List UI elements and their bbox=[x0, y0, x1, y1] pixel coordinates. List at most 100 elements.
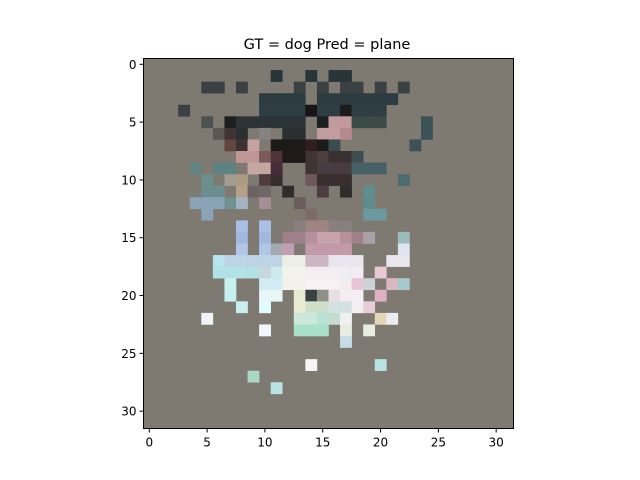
image-pixel bbox=[328, 116, 341, 129]
image-pixel bbox=[316, 104, 329, 117]
image-pixel bbox=[259, 289, 271, 302]
image-pixel bbox=[259, 266, 271, 279]
image-pixel bbox=[247, 151, 260, 163]
image-pixel bbox=[189, 197, 202, 210]
image-pixel bbox=[374, 359, 387, 371]
image-pixel bbox=[270, 174, 283, 186]
image-pixel bbox=[282, 127, 295, 140]
image-pixel bbox=[363, 231, 376, 244]
image-pixel bbox=[316, 127, 329, 140]
image-pixel bbox=[259, 231, 271, 244]
image-pixel bbox=[363, 278, 376, 291]
image-pixel bbox=[374, 162, 387, 175]
image-pixel bbox=[316, 162, 329, 175]
image-pixel bbox=[328, 266, 341, 279]
image-pixel bbox=[201, 312, 214, 325]
image-pixel bbox=[293, 93, 306, 106]
image-pixel bbox=[259, 162, 271, 175]
image-pixel bbox=[305, 104, 318, 117]
image-pixel bbox=[328, 162, 341, 175]
image-pixel bbox=[421, 116, 433, 129]
image-pixel bbox=[212, 162, 225, 175]
image-pixel bbox=[351, 278, 364, 291]
image-pixel bbox=[305, 220, 318, 233]
image-pixel bbox=[212, 185, 225, 198]
x-tick-label: 30 bbox=[489, 436, 504, 450]
y-tick-label: 25 bbox=[121, 347, 136, 361]
image-pixel bbox=[247, 266, 260, 279]
image-pixel bbox=[282, 104, 295, 117]
image-pixel bbox=[201, 208, 214, 221]
image-pixel bbox=[374, 266, 387, 279]
image-pixel bbox=[212, 81, 225, 94]
image-pixel bbox=[363, 116, 376, 129]
image-pixel bbox=[270, 139, 283, 152]
image-pixel bbox=[305, 289, 318, 302]
image-pixel bbox=[293, 266, 306, 279]
image-pixel bbox=[236, 255, 248, 267]
image-pixel bbox=[351, 162, 364, 175]
x-tick-label: 15 bbox=[315, 436, 330, 450]
image-pixel bbox=[351, 255, 364, 267]
image-pixel bbox=[293, 312, 306, 325]
image-pixel bbox=[363, 324, 376, 337]
plot-area bbox=[143, 58, 514, 429]
image-pixel bbox=[270, 93, 283, 106]
image-pixel bbox=[282, 151, 295, 163]
image-pixel bbox=[270, 278, 283, 291]
image-pixel bbox=[328, 289, 341, 302]
image-pixel bbox=[236, 116, 248, 129]
image-pixel bbox=[374, 81, 387, 94]
image-pixel bbox=[270, 104, 283, 117]
chart-title: GT = dog Pred = plane bbox=[244, 37, 411, 53]
image-pixel bbox=[305, 359, 318, 371]
image-pixel bbox=[305, 266, 318, 279]
y-tick-label: 30 bbox=[121, 405, 136, 419]
image-pixel bbox=[305, 151, 318, 163]
image-pixel bbox=[316, 266, 329, 279]
image-pixel bbox=[259, 185, 271, 198]
image-pixel bbox=[293, 127, 306, 140]
y-tick-label: 5 bbox=[129, 116, 137, 130]
image-pixel bbox=[224, 278, 237, 291]
image-pixel bbox=[236, 266, 248, 279]
image-pixel bbox=[236, 185, 248, 198]
image-pixel bbox=[305, 231, 318, 244]
y-tick-label: 0 bbox=[129, 58, 137, 72]
image-pixel bbox=[340, 81, 352, 94]
image-pixel bbox=[224, 139, 237, 152]
image-pixel bbox=[374, 116, 387, 129]
image-pixel bbox=[293, 278, 306, 291]
image-pixel bbox=[316, 185, 329, 198]
image-pixel bbox=[340, 174, 352, 186]
image-pixel bbox=[270, 255, 283, 267]
image-pixel bbox=[328, 93, 341, 106]
image-pixel bbox=[340, 243, 352, 256]
image-pixel bbox=[201, 174, 214, 186]
image-pixel bbox=[236, 220, 248, 233]
image-pixel bbox=[328, 231, 341, 244]
image-pixel bbox=[397, 255, 410, 267]
image-pixel bbox=[328, 243, 341, 256]
image-pixel bbox=[293, 104, 306, 117]
image-pixel bbox=[351, 289, 364, 302]
image-pixel bbox=[305, 208, 318, 221]
image-pixel bbox=[328, 151, 341, 163]
image-pixel bbox=[259, 174, 271, 186]
image-pixel bbox=[351, 301, 364, 314]
image-pixel bbox=[293, 197, 306, 210]
image-pixel bbox=[305, 312, 318, 325]
image-pixel bbox=[328, 220, 341, 233]
image-pixel bbox=[282, 255, 295, 267]
image-pixel bbox=[212, 127, 225, 140]
x-axis: 0 5 10 15 20 25 30 bbox=[145, 428, 504, 450]
axes-frame bbox=[143, 58, 514, 429]
image-pixel bbox=[293, 116, 306, 129]
image-pixel bbox=[236, 231, 248, 244]
image-pixel bbox=[212, 197, 225, 210]
image-pixel bbox=[270, 243, 283, 256]
image-pixel bbox=[351, 116, 364, 129]
image-pixel bbox=[282, 185, 295, 198]
image-pixel bbox=[340, 336, 352, 348]
